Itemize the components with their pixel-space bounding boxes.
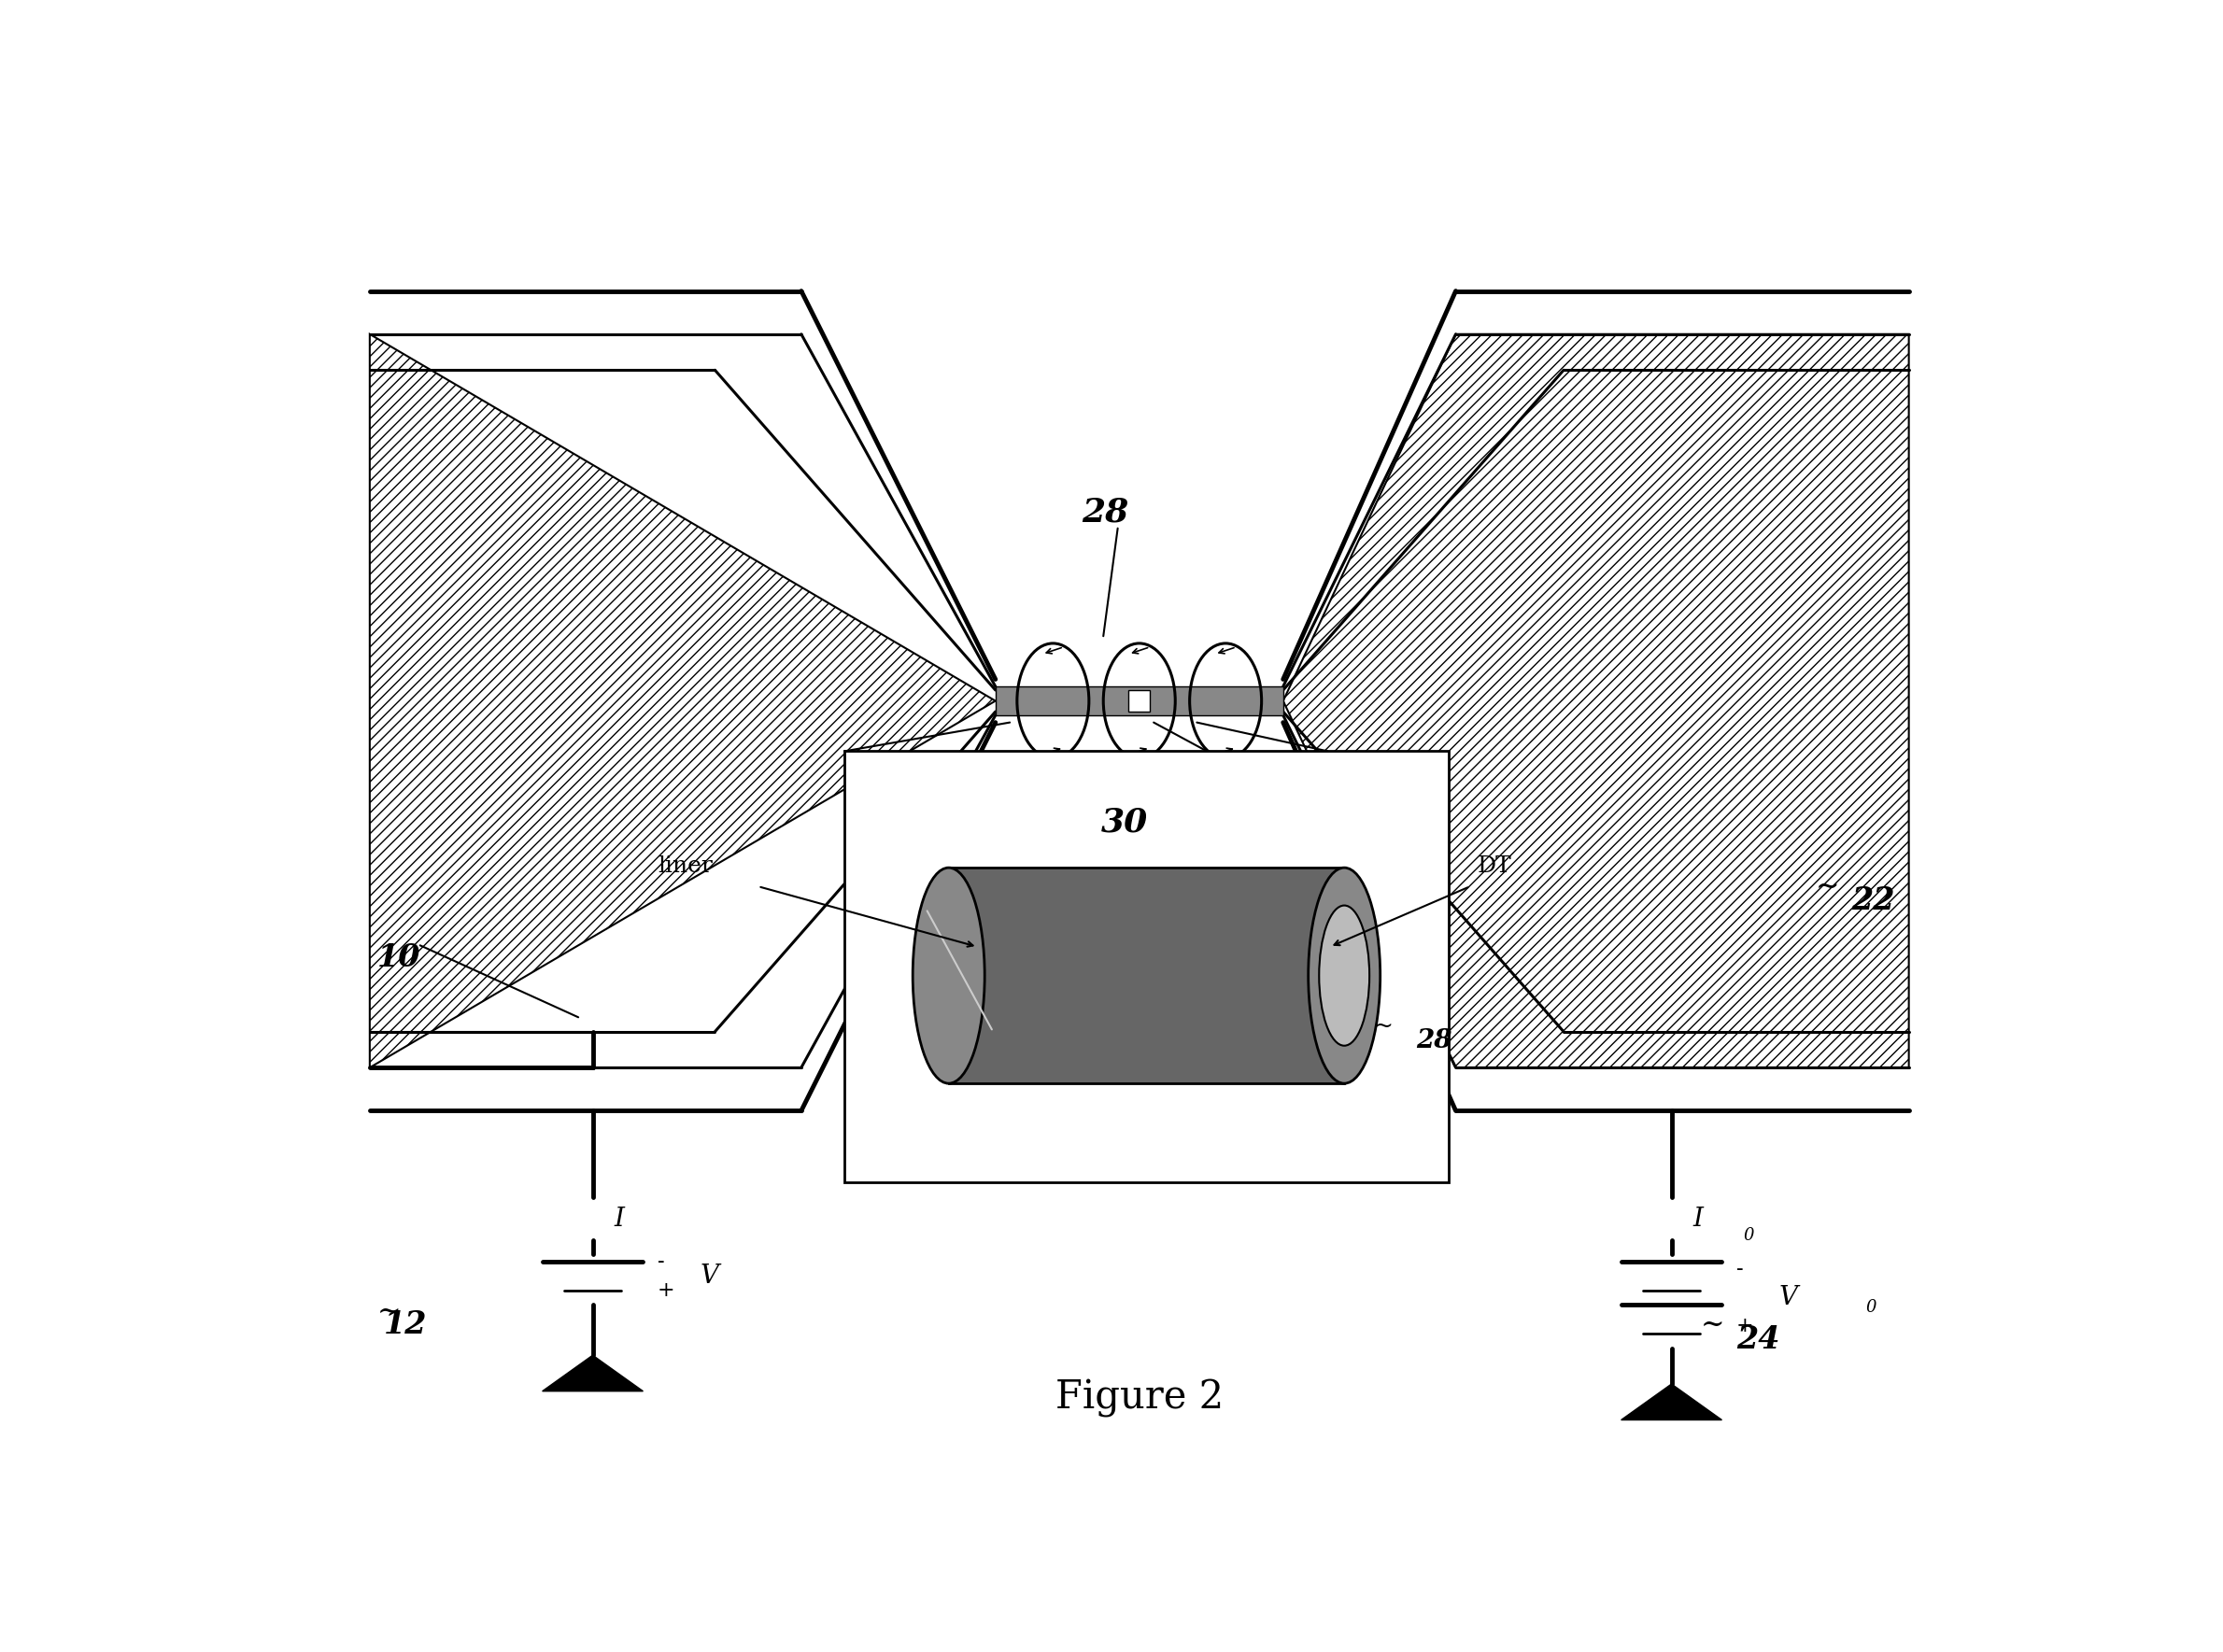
Bar [949,867,1345,1084]
Text: 0: 0 [1743,1227,1754,1244]
Text: ~: ~ [1701,1312,1725,1340]
Text: V: V [1778,1285,1798,1310]
Bar [996,687,1283,715]
Text: ~: ~ [378,1297,400,1327]
Polygon shape [369,334,996,1067]
Text: ~: ~ [1374,1016,1392,1037]
Text: +: + [1736,1317,1754,1336]
Text: 12: 12 [385,1310,427,1340]
Text: 30: 30 [1100,806,1149,838]
Ellipse shape [914,867,985,1084]
Text: 24: 24 [1736,1323,1781,1355]
Text: 10: 10 [378,943,420,973]
Text: -: - [658,1252,665,1272]
Text: I: I [1694,1206,1703,1231]
Text: Figure 2: Figure 2 [1056,1379,1223,1417]
Polygon shape [542,1355,642,1391]
Text: liner: liner [658,856,711,877]
Text: 22: 22 [1852,885,1894,915]
Bar [1129,691,1149,712]
Polygon shape [1621,1384,1723,1421]
Text: DT: DT [1478,856,1512,877]
Text: I: I [614,1206,625,1231]
Text: ~: ~ [1816,872,1838,902]
Polygon shape [1283,334,1910,1067]
Text: 28: 28 [1416,1028,1452,1052]
Text: +: + [658,1280,676,1300]
Text: 0: 0 [1865,1298,1876,1317]
Text: V: V [700,1264,720,1289]
Text: -: - [1736,1259,1743,1279]
Text: 28: 28 [1083,496,1129,527]
Ellipse shape [1309,867,1380,1084]
Bar [845,752,1449,1183]
Ellipse shape [1318,905,1369,1046]
